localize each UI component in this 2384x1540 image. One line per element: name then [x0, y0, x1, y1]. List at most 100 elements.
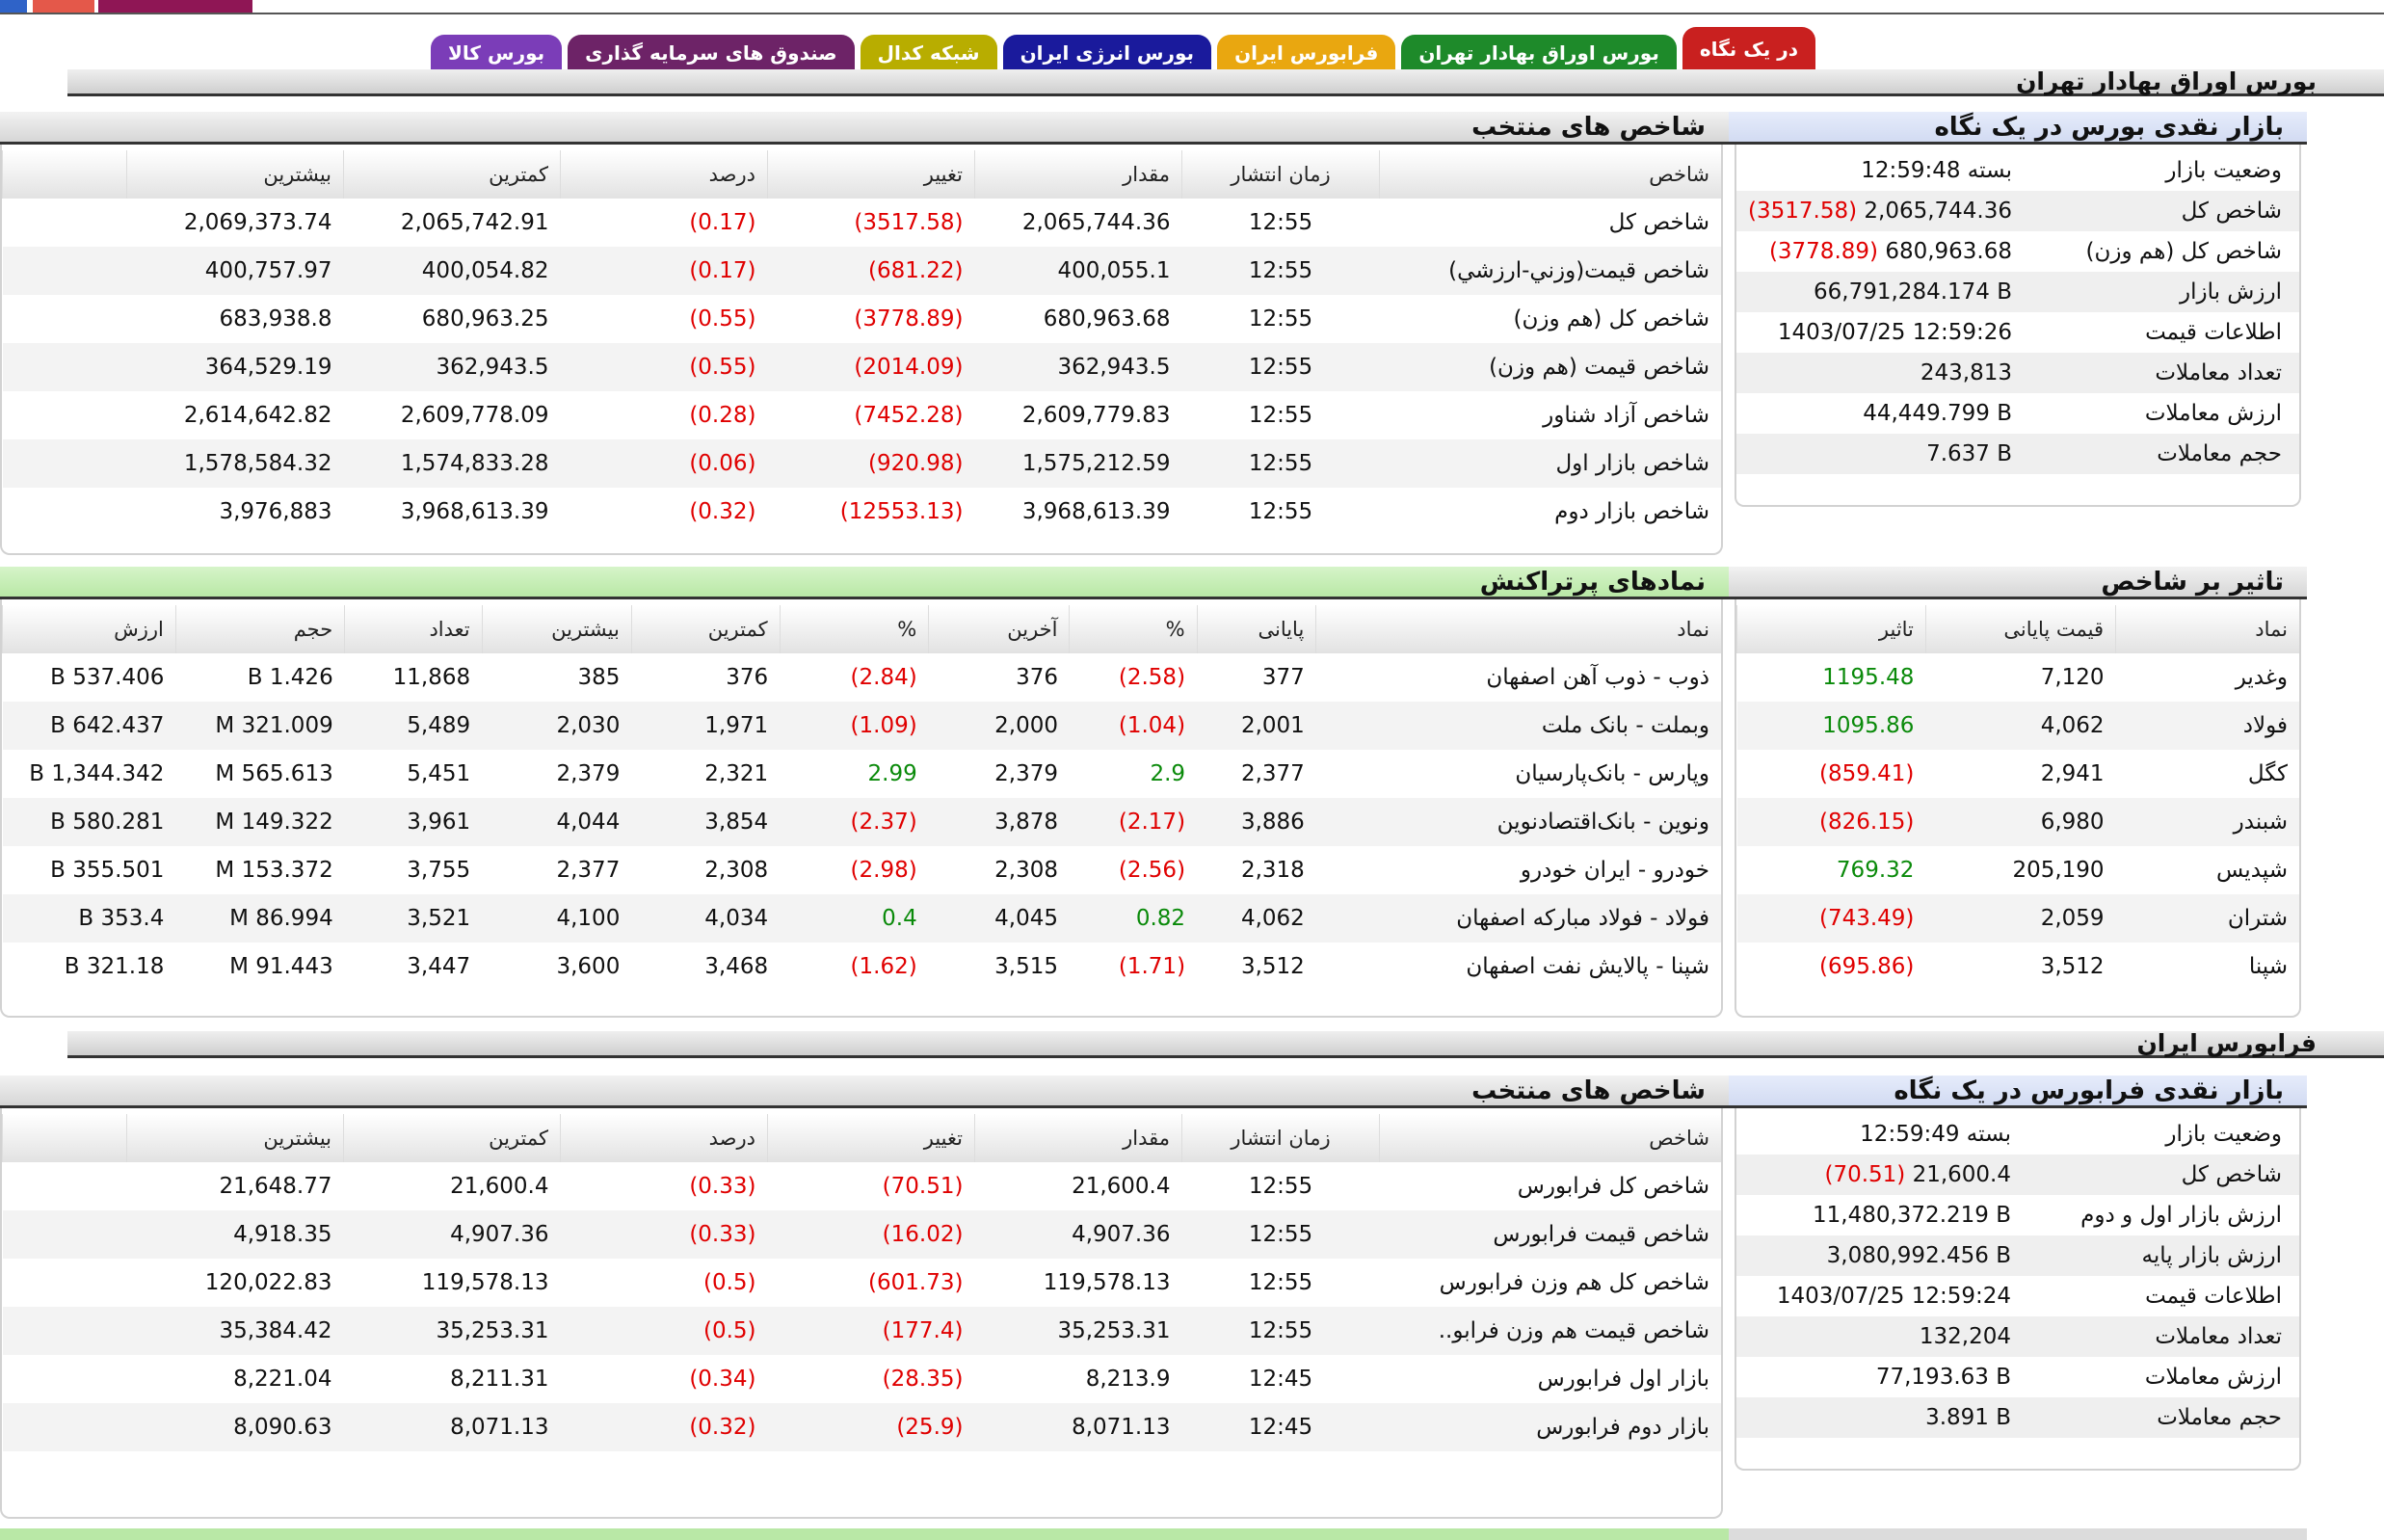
table-cell: (2.17) — [1069, 798, 1198, 846]
table-row[interactable]: شبندر 6,980 (826.15) — [1736, 798, 2299, 846]
table-cell: 1,578,584.32 — [126, 439, 344, 488]
tab-4[interactable]: شبکه کدال — [860, 35, 997, 71]
table-cell: 2,308 — [994, 858, 1058, 883]
column-header[interactable]: زمان انتشار — [1181, 150, 1380, 199]
glance-label: حجم معاملات — [2016, 434, 2299, 474]
table-row[interactable]: شاخص کل (هم وزن) 12:55 680,963.68 (3778.89)… — [3, 295, 1722, 343]
column-header[interactable]: آخرین — [928, 605, 1070, 653]
table-row[interactable]: ذوب - ذوب آهن اصفهان 377 (2.58) 376 (2.84) 37… — [3, 653, 1722, 702]
table-row[interactable]: شاخص قیمت(وزني-ارزشي) 12:55 400,055.1 (681.… — [2, 247, 1721, 295]
table-row[interactable]: شاخص بازار دوم 12:55 3,968,613.39 (12553.13… — [3, 488, 1722, 536]
table-row[interactable]: شاخص قیمت فرابورس 12:55 4,907.36 (16.02) (0.… — [2, 1210, 1721, 1259]
table-cell: (859.41) — [1818, 761, 1915, 786]
table-cell-empty — [3, 1162, 127, 1210]
table-cell: 353.4 B — [2, 894, 176, 943]
column-header[interactable]: کمترین — [343, 1114, 561, 1162]
tab-3[interactable]: بورس انرژی ایران — [1002, 35, 1212, 71]
table-cell: 3,878 — [928, 798, 1070, 846]
table-row[interactable]: وپارس - بانک‌پارسیان 2,377 2.9 2,379 2.99 2,3… — [3, 750, 1722, 798]
table-cell: (177.4) — [767, 1307, 975, 1355]
table-row[interactable]: شاخص کل 12:55 2,065,744.36 (3517.58) (0.17) 2… — [3, 199, 1722, 247]
tse-glance-panel: بازار نقدی بورس در یک نگاه وضعیت بازار بس… — [1729, 112, 2307, 507]
table-row[interactable]: ونوین - بانک‌اقتصادنوین 3,886 (2.17) 3,878(… — [2, 798, 1721, 846]
table-cell-empty — [3, 199, 127, 247]
column-header[interactable]: % — [1069, 605, 1198, 653]
ifb-indices-panel: شاخص های منتخب شاخص زمان انتشار مقدار تغییر… — [0, 1075, 1729, 1519]
table-row[interactable]: شاخص قیمت هم وزن فرابو.. 12:55 35,253.31 (1… — [2, 1307, 1721, 1355]
column-header[interactable]: تغییر — [767, 1114, 975, 1162]
column-header[interactable]: مقدار — [974, 1114, 1182, 1162]
column-header[interactable]: تعداد — [344, 605, 483, 653]
table-cell: (826.15) — [1736, 798, 1926, 846]
panel-title: تاثیر بر شاخص — [1729, 567, 2307, 599]
table-row[interactable]: شاخص آزاد شناور 12:55 2,609,779.83 (7452.28… — [3, 391, 1722, 439]
table-cell: بازار اول فرابورس — [1537, 1367, 1709, 1392]
column-header[interactable]: کمترین — [343, 150, 561, 199]
table-cell: کگل — [2247, 761, 2288, 786]
column-header[interactable]: تاثیر — [1736, 605, 1926, 653]
table-cell: 3,515 — [994, 954, 1058, 979]
table-cell: (3778.89) — [854, 306, 964, 332]
column-header[interactable]: شاخص — [1379, 150, 1721, 199]
column-header[interactable]: شاخص — [1379, 1114, 1721, 1162]
table-row[interactable]: وبملت - بانک ملت 2,001 (1.04) 2,000 (1.09) 1,… — [2, 702, 1721, 750]
table-cell: 8,211.31 — [450, 1367, 549, 1392]
table-row[interactable]: وغدیر 7,120 1195.48 — [1737, 653, 2300, 702]
table-row[interactable]: شپنا 3,512 (695.86) — [1737, 943, 2300, 991]
table-cell: 683,938.8 — [219, 306, 332, 332]
table-row[interactable]: خودرو - ایران‌ خودرو 2,318 (2.56) 2,308 (2.9… — [3, 846, 1722, 894]
table-row[interactable]: شاخص کل هم وزن فرابورس 12:55 119,578.13 (60… — [3, 1259, 1722, 1307]
table-cell-empty — [3, 295, 127, 343]
table-row[interactable]: شاخص کل فرابورس 12:55 21,600.4 (70.51) (0.33… — [3, 1162, 1722, 1210]
column-header[interactable]: مقدار — [974, 150, 1182, 199]
tab-5[interactable]: صندوق های سرمایه گذاری — [568, 35, 855, 71]
table-cell: (0.28) — [689, 403, 756, 428]
table-cell: 12:55 — [1181, 439, 1380, 488]
column-header[interactable]: % — [779, 605, 929, 653]
table-cell: 537.406 B — [50, 665, 165, 690]
glance-row: ارزش بازار 66,791,284.174 B — [1736, 272, 2299, 312]
column-header[interactable]: درصد — [560, 150, 768, 199]
table-cell: 680,963.68 — [1043, 306, 1171, 332]
table-row[interactable]: شپنا - پالایش نفت اصفهان 3,512 (1.71) 3,515… — [3, 943, 1722, 991]
table-row[interactable]: شپدیس 205,190 769.32 — [1737, 846, 2300, 894]
column-header[interactable]: بیشترین — [126, 150, 344, 199]
glance-number: 11,480,372.219 B — [1813, 1203, 2011, 1228]
table-row[interactable]: شاخص بازار اول 12:55 1,575,212.59 (920.98)(… — [2, 439, 1721, 488]
glance-value: 3.891 B — [1736, 1397, 2015, 1438]
table-cell: (2.37) — [780, 798, 929, 846]
tab-1[interactable]: بورس اوراق بهادار تهران — [1401, 35, 1677, 71]
table-cell: (0.32) — [560, 1403, 768, 1451]
column-header[interactable]: نماد — [1315, 605, 1721, 653]
column-header[interactable]: درصد — [560, 1114, 768, 1162]
column-header[interactable]: بیشترین — [126, 1114, 344, 1162]
glance-row: شاخص کل 21,600.4 (70.51) — [1736, 1155, 2299, 1195]
tab-6[interactable]: بورس کالا — [431, 35, 563, 71]
column-header[interactable]: ارزش — [2, 605, 176, 653]
column-header[interactable]: کمترین — [630, 605, 781, 653]
table-cell: 4,044 — [482, 798, 632, 846]
table-row[interactable]: فولاد - فولاد مبارکه اصفهان 4,062 0.82 4,04… — [2, 894, 1721, 943]
column-header[interactable]: قیمت پایانی — [1924, 605, 2116, 653]
column-header[interactable]: تغییر — [767, 150, 975, 199]
table-row[interactable]: بازار دوم فرابورس 12:45 8,071.13 (25.9) (0.3… — [2, 1403, 1721, 1451]
column-header[interactable]: نماد — [2115, 605, 2299, 653]
table-row[interactable]: بازار اول فرابورس 12:45 8,213.9 (28.35) (0.3… — [3, 1355, 1722, 1403]
glance-row: تعداد معاملات 243,813 — [1736, 353, 2299, 393]
glance-label: شاخص کل (هم وزن) — [2085, 239, 2282, 264]
column-header[interactable]: بیشترین — [481, 605, 632, 653]
top-strip-block — [33, 0, 94, 13]
glance-row: تعداد معاملات 132,204 — [1736, 1316, 2299, 1357]
table-cell: شاخص قیمت فرابورس — [1379, 1210, 1721, 1259]
table-row[interactable]: شتران 2,059 (743.49) — [1736, 894, 2299, 943]
table-row[interactable]: فولاد 4,062 1095.86 — [1736, 702, 2299, 750]
column-header[interactable]: حجم — [174, 605, 345, 653]
table-cell: 2,609,778.09 — [400, 403, 549, 428]
table-row[interactable]: کگل 2,941 (859.41) — [1737, 750, 2300, 798]
tab-2[interactable]: فرابورس ایران — [1217, 35, 1396, 71]
glance-label: ارزش بازار — [2016, 272, 2299, 312]
table-row[interactable]: شاخص قیمت (هم وزن) 12:55 362,943.5 (2014.09… — [2, 343, 1721, 391]
column-header[interactable]: پایانی — [1196, 605, 1316, 653]
column-header[interactable]: زمان انتشار — [1181, 1114, 1380, 1162]
tab-0[interactable]: در یک نگاه — [1682, 27, 1815, 71]
